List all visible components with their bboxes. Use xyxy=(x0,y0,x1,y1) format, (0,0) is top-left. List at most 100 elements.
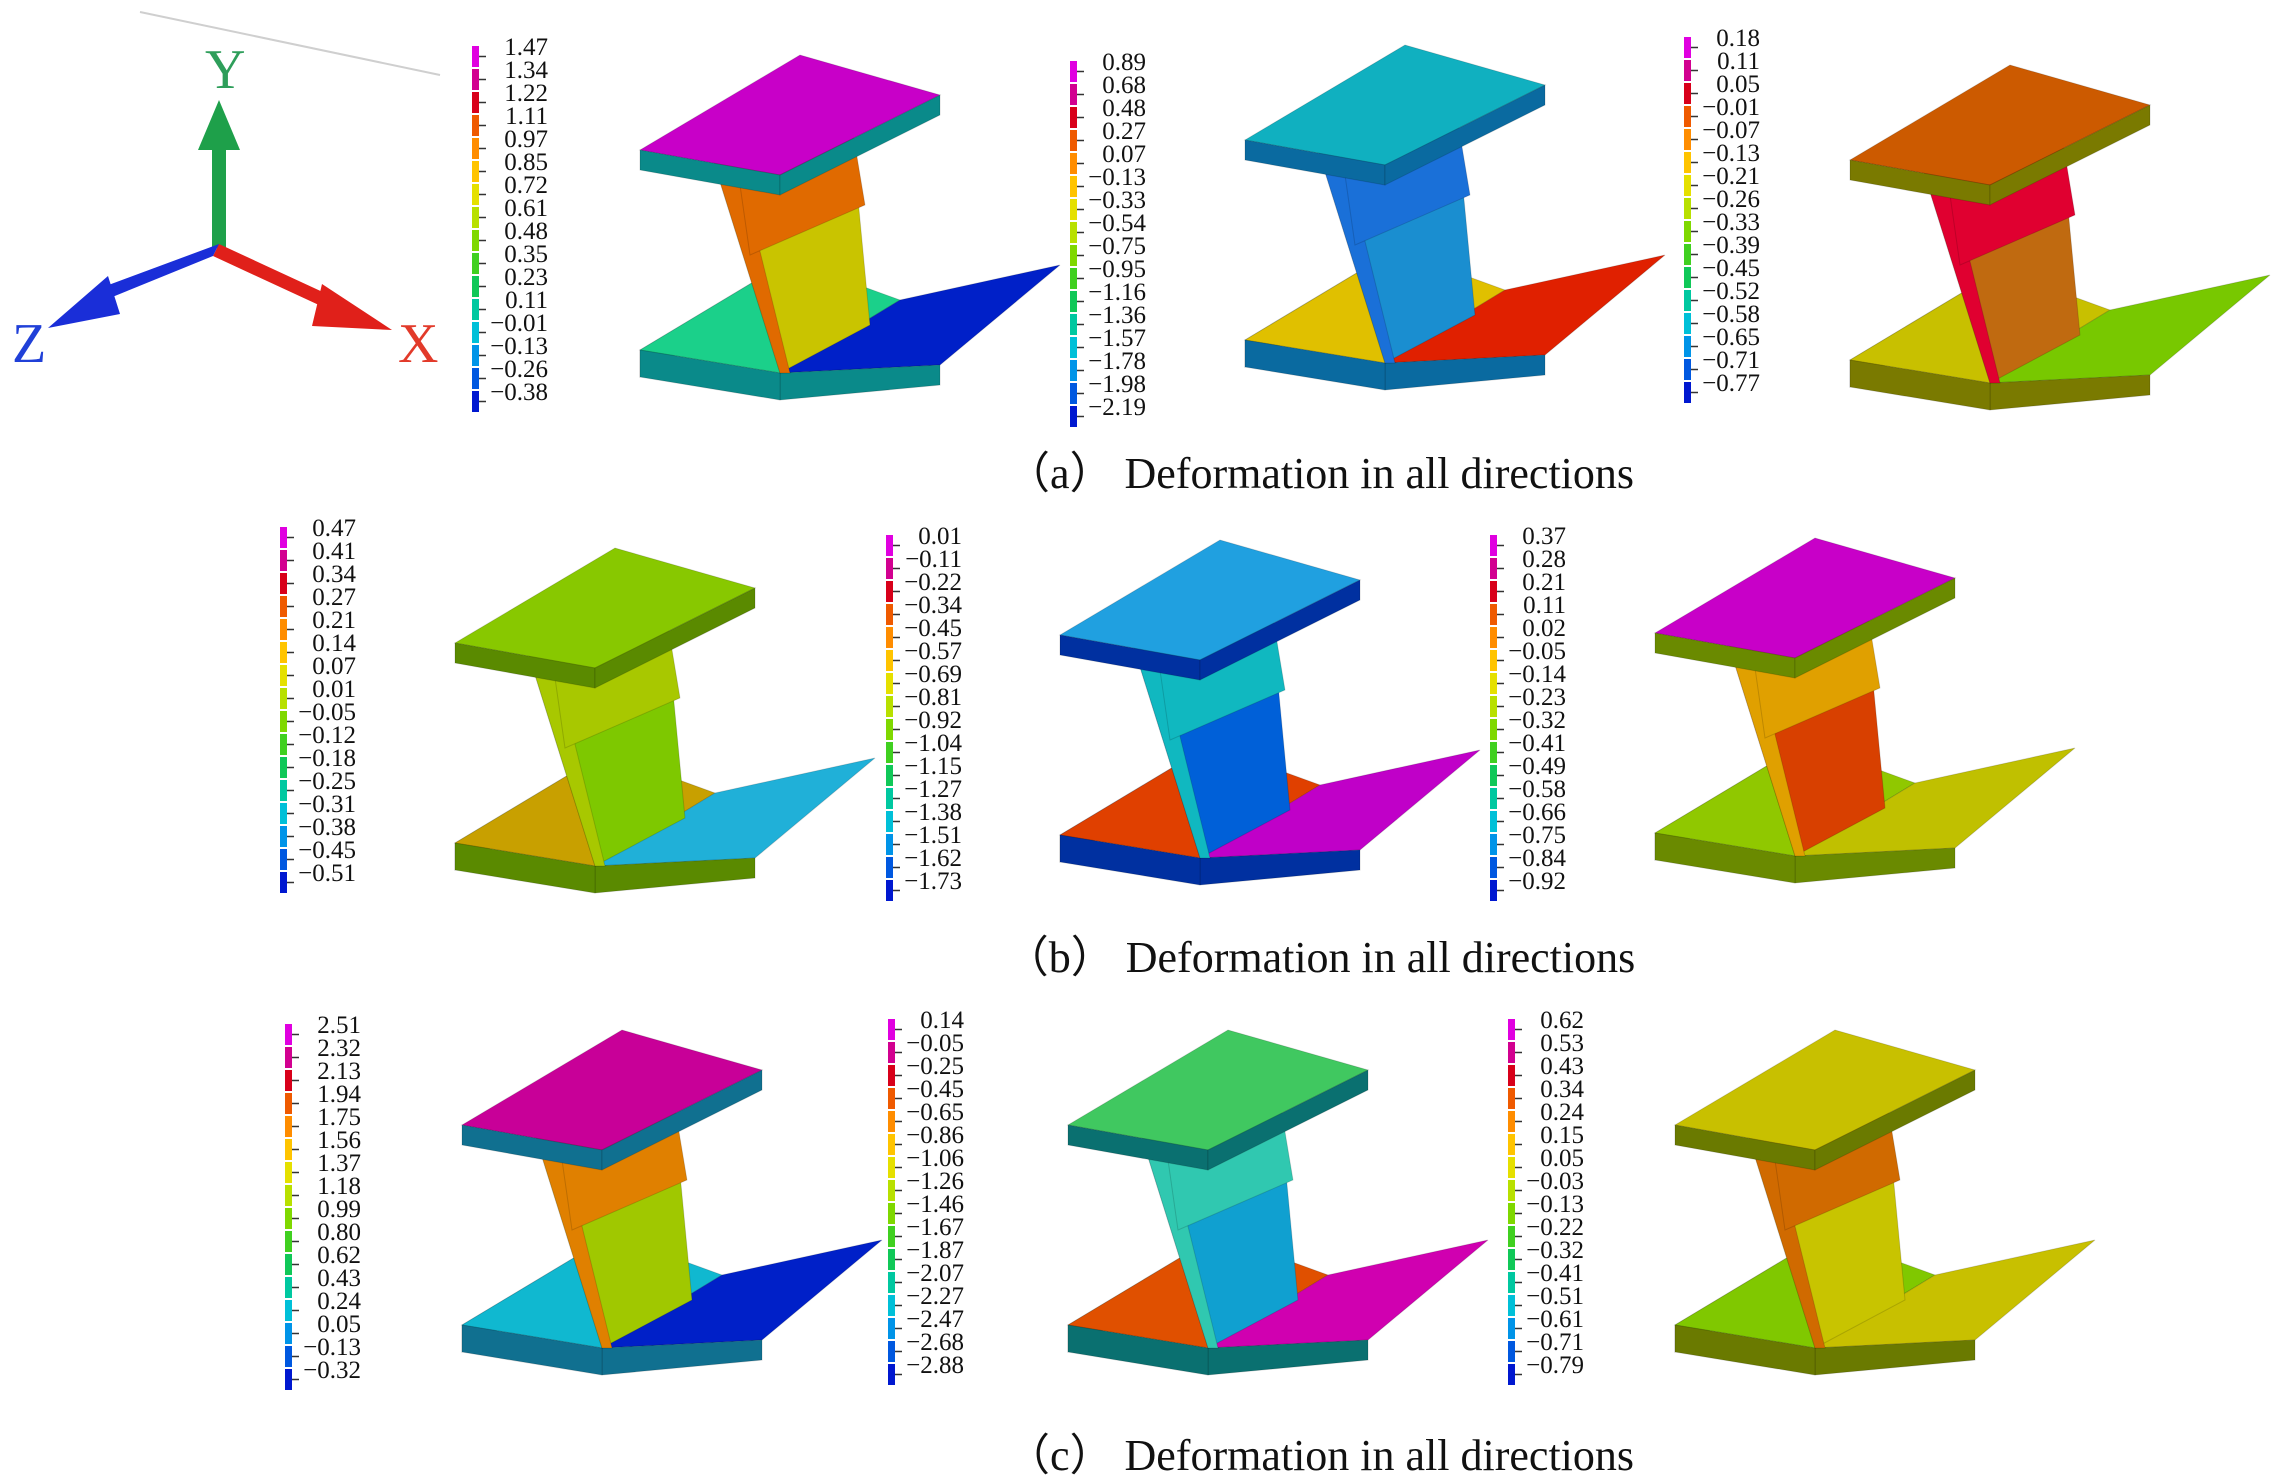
legend-value: −0.05 xyxy=(1508,638,1566,665)
legend-swatch xyxy=(886,880,893,901)
legend-swatch xyxy=(1684,198,1691,219)
i-beam-model xyxy=(460,1029,883,1376)
legend-swatch xyxy=(1508,1111,1515,1132)
beam-models xyxy=(453,44,2271,1376)
legend-value: −0.57 xyxy=(904,638,962,665)
legend-swatch xyxy=(1684,267,1691,288)
legend-value: −0.69 xyxy=(904,661,962,688)
legend-swatch xyxy=(1684,313,1691,334)
legend-swatch xyxy=(472,46,479,67)
legend-swatch xyxy=(886,696,893,717)
legend-swatch xyxy=(472,207,479,228)
legend-swatch xyxy=(1490,604,1497,625)
legend-swatch xyxy=(1490,581,1497,602)
legend-swatch xyxy=(285,1139,292,1160)
legend-swatch xyxy=(472,230,479,251)
legend-swatch xyxy=(1508,1318,1515,1339)
legend-swatch xyxy=(886,581,893,602)
legend-value: −0.66 xyxy=(1508,799,1566,826)
legend-value: −0.45 xyxy=(904,615,962,642)
legend-swatch xyxy=(888,1295,895,1316)
top-flange-side-edge xyxy=(779,94,941,196)
x-axis-arrow xyxy=(213,244,340,312)
legend-swatch xyxy=(1490,765,1497,786)
legend-value: 1.18 xyxy=(317,1173,361,1200)
legend-value: 0.72 xyxy=(504,172,548,199)
legend-swatch xyxy=(472,115,479,136)
legend-value: −0.26 xyxy=(1702,186,1760,213)
legend-swatch xyxy=(888,1157,895,1178)
legend-value: 0.48 xyxy=(504,218,548,245)
legend-swatch xyxy=(1684,336,1691,357)
legend-swatch xyxy=(1070,84,1077,105)
legend-value: −0.77 xyxy=(1702,370,1760,397)
legend-value: −0.25 xyxy=(906,1053,964,1080)
legend-swatch xyxy=(1070,383,1077,404)
legend-value: −1.15 xyxy=(904,753,962,780)
y-axis-arrow xyxy=(212,148,226,248)
legend-swatch xyxy=(886,650,893,671)
x-axis-label: X xyxy=(398,313,438,375)
legend-swatch xyxy=(1070,107,1077,128)
legend-value: 0.18 xyxy=(1716,25,1760,52)
legend-swatch xyxy=(472,92,479,113)
legend-swatch xyxy=(1490,558,1497,579)
legend-value: −1.38 xyxy=(904,799,962,826)
legend-value: −2.47 xyxy=(906,1306,964,1333)
legend-swatch xyxy=(1490,719,1497,740)
i-beam-model xyxy=(1058,539,1481,886)
legend-value: −2.19 xyxy=(1088,394,1146,421)
legend-swatch xyxy=(886,627,893,648)
legend-value: −0.61 xyxy=(1526,1306,1584,1333)
legend-swatch xyxy=(1490,696,1497,717)
legend-swatch xyxy=(472,368,479,389)
legend-swatch xyxy=(1508,1226,1515,1247)
legend-value: 0.68 xyxy=(1102,72,1146,99)
legend-swatch xyxy=(1508,1157,1515,1178)
legend-swatch xyxy=(1490,857,1497,878)
legend-value: 0.43 xyxy=(1540,1053,1584,1080)
legend-value: 0.97 xyxy=(504,126,548,153)
legend-value: 0.21 xyxy=(1522,569,1566,596)
legend-value: −0.13 xyxy=(1702,140,1760,167)
legend-value: −0.41 xyxy=(1526,1260,1584,1287)
legend-value: −0.75 xyxy=(1508,822,1566,849)
legend-value: 0.05 xyxy=(1716,71,1760,98)
legend-swatch xyxy=(1508,1134,1515,1155)
caption-a: （a） Deformation in all directions xyxy=(1006,449,1634,498)
legend-value: −0.45 xyxy=(906,1076,964,1103)
legend-value: −0.34 xyxy=(904,592,962,619)
legend-value: −1.78 xyxy=(1088,348,1146,375)
legend-value: 0.34 xyxy=(1540,1076,1584,1103)
legend-swatch xyxy=(280,826,287,847)
top-flange xyxy=(1243,44,1547,166)
legend-swatch xyxy=(285,1024,292,1045)
legend-value: −0.38 xyxy=(298,814,356,841)
legend-swatch xyxy=(1070,268,1077,289)
legend-value: −1.67 xyxy=(906,1214,964,1241)
legend-swatch xyxy=(1508,1042,1515,1063)
legend-value: 1.34 xyxy=(504,57,548,84)
legend-swatch xyxy=(1684,244,1691,265)
legend-swatch xyxy=(285,1300,292,1321)
legend-value: 2.32 xyxy=(317,1035,361,1062)
legend-value: −0.39 xyxy=(1702,232,1760,259)
legend-swatch xyxy=(1508,1088,1515,1109)
legend-value: −0.81 xyxy=(904,684,962,711)
legend-swatch xyxy=(1070,130,1077,151)
top-flange xyxy=(1066,1029,1370,1151)
legend-value: −0.32 xyxy=(1508,707,1566,734)
legend-value: 0.14 xyxy=(312,630,356,657)
legend-swatch xyxy=(1508,1364,1515,1385)
legend-value: 1.56 xyxy=(317,1127,361,1154)
legend-swatch xyxy=(1684,83,1691,104)
top-flange-side-edge xyxy=(1207,1069,1369,1171)
top-flange xyxy=(1653,537,1957,659)
colorbar-legend: 0.01−0.11−0.22−0.34−0.45−0.57−0.69−0.81−… xyxy=(886,523,962,901)
legend-swatch xyxy=(280,757,287,778)
legend-value: 1.94 xyxy=(317,1081,361,1108)
legend-value: −0.45 xyxy=(1702,255,1760,282)
legend-value: 0.53 xyxy=(1540,1030,1584,1057)
legend-swatch xyxy=(888,1134,895,1155)
legend-value: 0.05 xyxy=(1540,1145,1584,1172)
